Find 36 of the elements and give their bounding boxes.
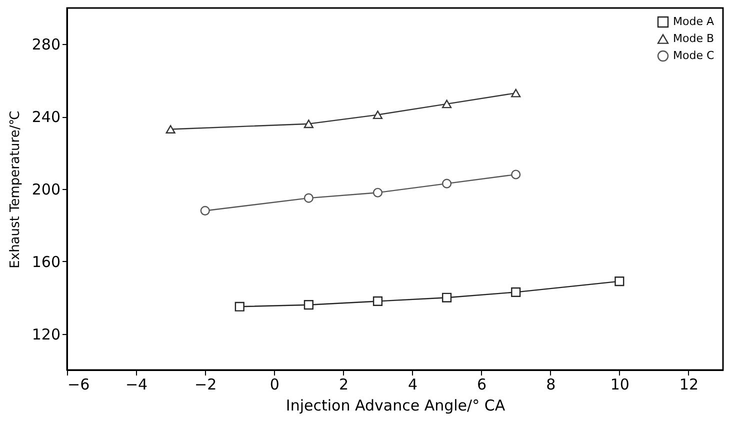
point [442,178,452,188]
point [372,296,383,306]
point [442,100,452,108]
x-tick-label: 2 [338,376,348,394]
x-tick-label: −6 [68,376,90,394]
point [511,170,521,180]
x-tick-label: 8 [546,376,556,394]
point [614,276,624,286]
legend-label: Mode C [673,49,714,62]
y-tick-label: 120 [32,325,60,344]
x-tick-label: 6 [477,376,487,394]
point [372,110,383,120]
y-tick-label: 240 [32,108,60,126]
legend-label: Mode B [673,32,714,45]
point [372,188,383,198]
x-tick-label: 10 [610,376,630,394]
x-tick-label: 0 [270,376,280,394]
y-tick-label: 160 [32,252,60,271]
point [234,302,244,312]
point [200,206,210,216]
point [304,120,314,128]
y-tick-label: 200 [32,180,60,198]
x-tick-label: −4 [125,376,148,394]
point [166,125,176,134]
point [511,287,521,297]
x-tick-label: 4 [408,376,418,394]
x-axis-title: Injection Advance Angle/° CA [286,396,506,414]
y-axis-title: Exhaust Temperature/℃ [8,110,23,268]
point [304,193,314,203]
point [304,300,314,310]
legend-label: Mode A [673,15,714,28]
x-tick-label: −2 [194,376,217,394]
point [511,88,521,98]
point [442,292,452,302]
x-tick-label: 12 [679,376,699,394]
y-tick-label: 280 [32,36,60,54]
